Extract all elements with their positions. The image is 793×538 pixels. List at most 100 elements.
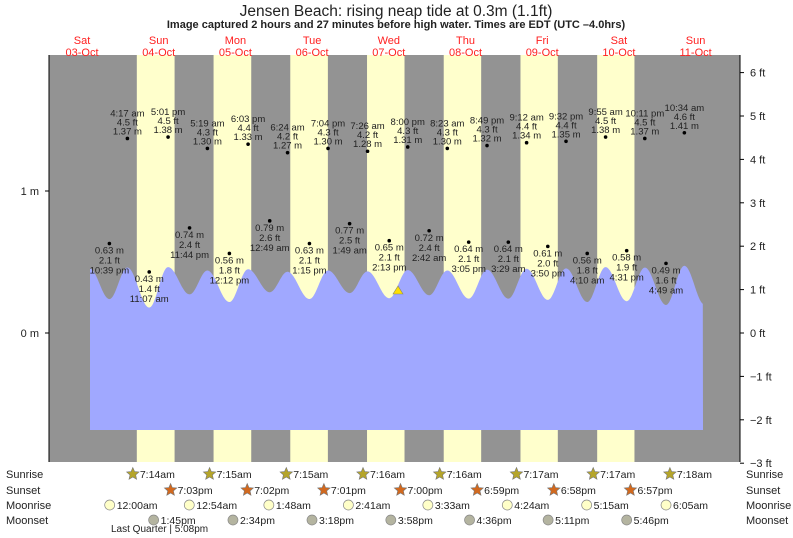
sunrise-star-icon xyxy=(432,466,447,480)
tide-point-high xyxy=(205,146,210,151)
sunset-time: 6:59pm xyxy=(484,485,519,497)
tide-label-ft: 4.4 ft xyxy=(516,122,537,133)
moonrise-time: 2:41am xyxy=(355,500,390,512)
day-of-week-label: Mon xyxy=(225,35,246,47)
moonrise-moon-icon xyxy=(263,499,275,511)
tide-label-m: 1.34 m xyxy=(512,131,541,142)
day-of-week-label: Thu xyxy=(456,35,475,47)
tide-point-low xyxy=(387,238,392,243)
sunrise-time: 7:15am xyxy=(217,469,252,481)
sunrise-star-icon xyxy=(356,466,370,480)
sunset-time: 6:57pm xyxy=(637,485,672,497)
tide-label-ft: 2.4 ft xyxy=(179,240,200,251)
tide-point-high xyxy=(445,146,450,151)
day-of-week-label: Fri xyxy=(536,35,549,47)
sunset-star-icon xyxy=(240,482,255,496)
tide-label-time: 10:34 am xyxy=(665,103,705,114)
sunrise-row-label-right: Sunrise xyxy=(746,469,783,481)
tide-label-time: 6:03 pm xyxy=(231,114,265,125)
tide-point-low xyxy=(546,244,550,249)
moonset-moon-icon xyxy=(385,514,397,526)
moonrise-moon-icon xyxy=(183,499,195,511)
sunrise-star-icon xyxy=(662,466,677,480)
tide-label-time: 4:49 am xyxy=(649,285,683,296)
tide-label-time: 3:29 am xyxy=(491,264,525,275)
moonrise-moon-icon xyxy=(581,499,593,511)
tide-point-low xyxy=(624,248,629,253)
moonrise-moon-icon xyxy=(501,499,513,511)
tide-point-low xyxy=(427,228,431,233)
left-tick-label: 0 m xyxy=(21,328,39,340)
tide-label-ft: 2.1 ft xyxy=(379,253,400,264)
sunset-time: 7:00pm xyxy=(408,485,443,497)
tide-label-time: 2:13 pm xyxy=(372,263,406,274)
sunrise-row-label: Sunrise xyxy=(6,469,43,481)
tide-label-ft: 2.1 ft xyxy=(498,254,519,265)
tide-label-m: 1.37 m xyxy=(630,126,659,137)
tide-label-ft: 1.9 ft xyxy=(616,263,637,274)
tide-label-time: 4:10 am xyxy=(570,275,604,286)
tide-label-ft: 2.6 ft xyxy=(259,233,280,244)
sunrise-star-icon xyxy=(202,466,217,480)
tide-label-time: 10:39 pm xyxy=(90,266,130,277)
date-label: 04-Oct xyxy=(142,47,175,59)
tide-point-low xyxy=(307,241,312,246)
tide-label-m: 1.28 m xyxy=(353,139,382,150)
tide-label-m: 1.38 m xyxy=(591,125,620,136)
tide-point-low xyxy=(107,241,112,246)
tide-label-m: 1.32 m xyxy=(473,134,502,145)
tide-label-ft: 4.2 ft xyxy=(357,130,378,141)
tide-label-m: 0.49 m xyxy=(651,265,680,276)
sunset-row-label: Sunset xyxy=(6,485,40,497)
moonrise-time: 5:15am xyxy=(594,500,629,512)
tide-label-m: 0.61 m xyxy=(533,248,562,259)
sunrise-time: 7:16am xyxy=(447,469,482,481)
tide-label-m: 0.56 m xyxy=(215,255,244,266)
moonset-time: 5:46pm xyxy=(634,515,669,527)
tide-label-m: 0.77 m xyxy=(335,226,364,237)
sunset-row-label-right: Sunset xyxy=(746,485,780,497)
day-of-week-label: Sat xyxy=(611,35,628,47)
sunset-star-icon xyxy=(470,482,485,496)
moonset-time: 1:45pm xyxy=(161,515,196,527)
tide-label-time: 2:42 am xyxy=(412,253,446,264)
left-tick-label: 1 m xyxy=(21,186,39,198)
tide-label-time: 1:49 am xyxy=(332,246,366,257)
sunset-star-icon xyxy=(163,482,178,496)
moonrise-time: 12:54am xyxy=(196,500,237,512)
tide-label-m: 0.64 m xyxy=(454,244,483,255)
tide-label-m: 1.35 m xyxy=(551,129,580,140)
tide-label-ft: 2.5 ft xyxy=(339,236,360,247)
sunrise-time: 7:16am xyxy=(370,469,405,481)
tide-label-ft: 4.3 ft xyxy=(476,125,497,136)
tide-label-m: 1.30 m xyxy=(314,136,343,147)
sunrise-star-icon xyxy=(586,466,601,480)
sunrise-star-icon xyxy=(279,466,294,480)
moonrise-moon-icon xyxy=(422,499,434,511)
sunset-star-icon xyxy=(316,482,331,496)
tide-label-time: 11:44 pm xyxy=(170,250,209,261)
tide-label-m: 0.74 m xyxy=(175,230,204,241)
date-label: 10-Oct xyxy=(602,47,635,59)
sunrise-time: 7:14am xyxy=(140,469,175,481)
right-tick-label: 3 ft xyxy=(750,198,765,210)
right-tick-label: 1 ft xyxy=(750,285,765,297)
moonset-moon-icon xyxy=(306,514,318,526)
tide-label-time: 12:12 pm xyxy=(210,275,250,286)
tide-label-m: 0.79 m xyxy=(255,223,284,234)
right-tick-label: −1 ft xyxy=(750,371,772,383)
sunrise-time: 7:17am xyxy=(523,469,558,481)
tide-point-high xyxy=(485,143,489,148)
tide-label-time: 6:24 am xyxy=(270,123,304,134)
tide-label-time: 10:11 pm xyxy=(625,108,664,119)
sunset-star-icon xyxy=(393,482,408,496)
date-label: 03-Oct xyxy=(65,47,98,59)
right-tick-label: 2 ft xyxy=(750,241,765,253)
tide-label-m: 1.30 m xyxy=(433,136,462,147)
tide-label-ft: 2.4 ft xyxy=(419,243,440,254)
sunset-time: 7:02pm xyxy=(254,485,289,497)
moonrise-row-label-right: Moonrise xyxy=(746,500,791,512)
moonrise-time: 6:05am xyxy=(673,500,708,512)
date-label: 08-Oct xyxy=(449,47,482,59)
tide-label-ft: 4.4 ft xyxy=(555,120,576,131)
